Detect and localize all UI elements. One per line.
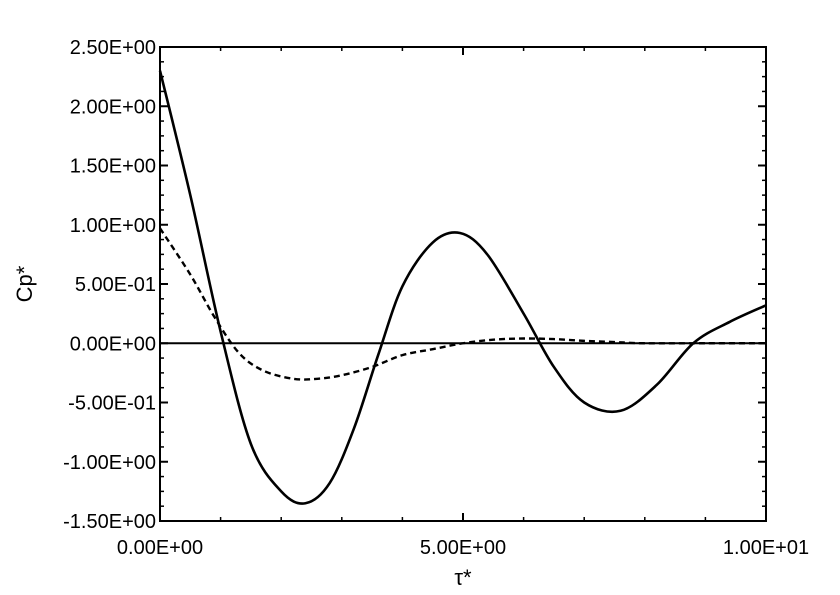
series-line-dashed [158, 227, 766, 381]
x-tick-label: 5.00E+00 [420, 537, 506, 559]
y-tick-label: -5.00E-01 [68, 393, 156, 415]
series-layer [158, 70, 767, 505]
y-tick-label: 0.00E+00 [70, 333, 156, 355]
y-tick-label: 5.00E-01 [75, 274, 156, 296]
y-tick-label: 2.50E+00 [70, 37, 156, 59]
x-axis-label: τ* [454, 565, 472, 590]
y-tick-label: 1.00E+00 [70, 215, 156, 237]
x-tick-label: 1.00E+01 [723, 537, 809, 559]
tick-layer: -1.50E+00 -1.00E+00 -5.00E-01 0.00E+00 5.00E… [63, 37, 809, 559]
y-axis-label: Cp* [12, 265, 37, 302]
x-tick-label: 0.00E+00 [117, 537, 203, 559]
series-line-solid [158, 70, 767, 505]
plot-frame [159, 46, 767, 522]
y-tick-label: 2.00E+00 [70, 96, 156, 118]
y-tick-label: -1.50E+00 [63, 511, 156, 533]
y-tick-label: -1.00E+00 [63, 452, 156, 474]
y-tick-label: 1.50E+00 [70, 156, 156, 178]
